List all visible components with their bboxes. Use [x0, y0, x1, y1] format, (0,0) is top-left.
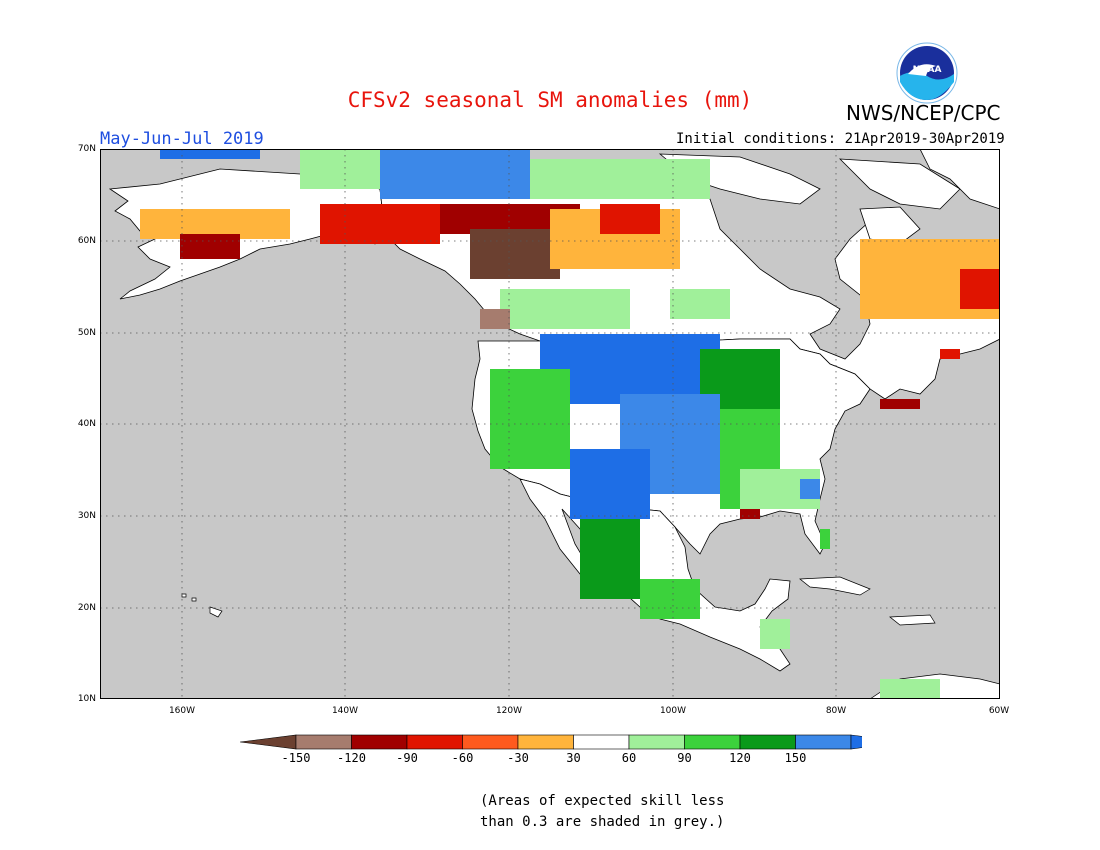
- colorbar-label: 150: [784, 751, 807, 765]
- colorbar: [240, 734, 862, 750]
- land-hawaii: [181, 593, 223, 618]
- colorbar-swatch: [795, 734, 852, 750]
- graticule: [100, 149, 1000, 699]
- lon-label-80w: 80W: [825, 706, 847, 716]
- lat-label-50n: 50N: [77, 328, 96, 338]
- colorbar-label: -60: [451, 751, 474, 765]
- colorbar-swatch: [573, 734, 630, 750]
- noaa-logo-text: NOAA: [913, 65, 942, 75]
- organization-label: NWS/NCEP/CPC: [846, 101, 1001, 125]
- anomaly-map: [100, 149, 1000, 699]
- lon-label-60w: 60W: [988, 706, 1010, 716]
- lat-label-10n: 10N: [77, 694, 96, 704]
- colorbar-label: 60: [621, 751, 637, 765]
- colorbar-swatch: [628, 734, 685, 750]
- lat-label-40n: 40N: [77, 419, 96, 429]
- colorbar-label: 120: [729, 751, 751, 765]
- colorbar-swatch: [739, 734, 796, 750]
- colorbar-swatches: [240, 734, 862, 750]
- colorbar-swatch: [684, 734, 741, 750]
- lat-label-70n: 70N: [77, 144, 96, 154]
- colorbar-label: -120: [337, 751, 366, 765]
- land-cuba: [799, 576, 871, 596]
- colorbar-label: 30: [566, 751, 581, 765]
- noaa-logo-icon: NOAA: [896, 42, 958, 104]
- land-greenland: [919, 149, 1000, 210]
- colorbar-label: -30: [507, 751, 529, 765]
- skill-note: (Areas of expected skill less than 0.3 a…: [480, 791, 724, 833]
- colorbar-swatch: [351, 734, 408, 750]
- map-frame: [100, 149, 1000, 699]
- colorbar-label: -150: [281, 751, 311, 765]
- lon-label-100w: 100W: [659, 706, 687, 716]
- season-label: May-Jun-Jul 2019: [100, 129, 264, 149]
- colorbar-swatch: [295, 734, 352, 750]
- lon-label-120w: 120W: [495, 706, 523, 716]
- map-title: CFSv2 seasonal SM anomalies (mm): [347, 88, 753, 112]
- skill-note-line1: (Areas of expected skill less: [480, 793, 725, 809]
- lat-label-60n: 60N: [77, 236, 96, 246]
- lon-label-160w: 160W: [168, 706, 196, 716]
- skill-note-line2: than 0.3 are shaded in grey.): [480, 814, 725, 830]
- colorbar-arrow-right: [850, 734, 862, 750]
- colorbar-swatch: [517, 734, 574, 750]
- lat-label-30n: 30N: [77, 511, 96, 521]
- land-hispaniola: [889, 614, 936, 626]
- initial-conditions-label: Initial conditions: 21Apr2019-30Apr2019: [676, 131, 1005, 147]
- lon-label-140w: 140W: [331, 706, 359, 716]
- anomaly-patches: [140, 149, 1000, 699]
- lat-label-20n: 20N: [77, 603, 96, 613]
- colorbar-swatch: [462, 734, 519, 750]
- colorbar-swatch: [406, 734, 463, 750]
- colorbar-label: 90: [677, 751, 692, 765]
- colorbar-arrow-left: [240, 734, 297, 750]
- colorbar-label: -90: [396, 751, 418, 765]
